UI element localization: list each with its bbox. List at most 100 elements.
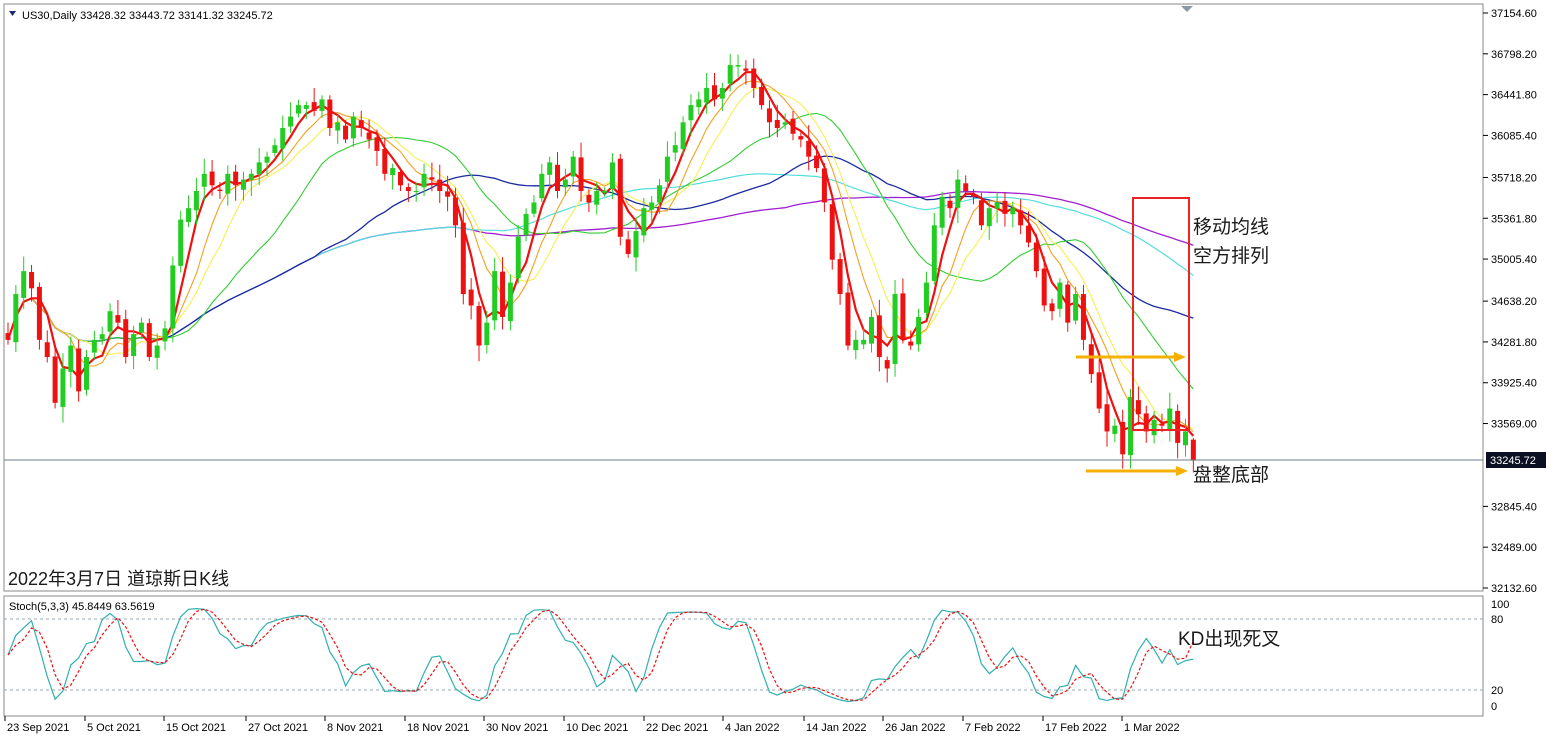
candle-body: [445, 191, 451, 197]
candle-body: [52, 356, 58, 403]
candle-body: [335, 122, 341, 131]
candle-body: [978, 200, 984, 226]
ma-green-line: [7, 112, 1194, 390]
candle-body: [876, 315, 882, 358]
candle-body: [688, 105, 694, 121]
price-tick-label: 34281.80: [1491, 337, 1537, 349]
candle-body: [1159, 423, 1165, 426]
candle-body: [500, 271, 506, 317]
candle-body: [507, 282, 513, 322]
price-tick-label: 32489.00: [1491, 542, 1537, 554]
candle-body: [44, 342, 50, 358]
candle-body: [884, 360, 890, 369]
candle-body: [1080, 294, 1086, 340]
candle-body: [963, 183, 969, 191]
date-label: 15 Oct 2021: [166, 722, 226, 734]
candle-body: [21, 271, 27, 298]
price-tick-label: 32132.60: [1491, 583, 1537, 595]
price-tick-label: 34638.20: [1491, 296, 1537, 308]
candle-body: [853, 339, 859, 351]
price-tick-label: 35005.40: [1491, 254, 1537, 266]
candle-body: [68, 345, 74, 372]
stoch-level-label-80: 80: [1491, 614, 1503, 626]
current-price-label: 33245.72: [1490, 455, 1536, 467]
stoch-label: Stoch(5,3,3) 45.8449 63.5619: [9, 601, 155, 613]
candle-body: [923, 282, 929, 313]
price-tick-label: 37154.60: [1491, 8, 1537, 20]
candle-body: [586, 194, 592, 203]
candle-body: [861, 339, 867, 345]
candle-body: [476, 306, 482, 346]
candle-body: [1167, 408, 1173, 431]
candle-body: [138, 322, 144, 333]
candle-body: [1143, 413, 1149, 432]
date-label: 22 Dec 2021: [646, 722, 708, 734]
candle-body: [1135, 400, 1141, 415]
candle-body: [1041, 268, 1047, 306]
current-price-tag: [1486, 452, 1546, 468]
price-tick-label: 36085.40: [1491, 130, 1537, 142]
candle-body: [311, 102, 317, 111]
candle-body: [1088, 344, 1094, 375]
candle-body: [790, 118, 796, 134]
candle-body: [892, 294, 898, 364]
main-chart-border: [3, 3, 1484, 592]
candle-body: [782, 122, 788, 125]
candle-body: [602, 190, 608, 193]
candle-body: [36, 286, 42, 340]
candle-body: [1190, 439, 1196, 461]
candle-body: [460, 222, 466, 295]
candle-body: [649, 202, 655, 210]
candle-body: [280, 128, 286, 149]
candle-body: [696, 99, 702, 108]
candle-body: [452, 197, 458, 226]
indicator-panel-border: [3, 595, 1484, 717]
date-label: 5 Oct 2021: [87, 722, 141, 734]
date-label: 7 Feb 2022: [965, 722, 1021, 734]
candle-body: [916, 316, 922, 345]
candle-body: [272, 145, 278, 154]
candle-body: [248, 173, 254, 181]
candle-body: [664, 156, 670, 182]
candle-body: [1073, 294, 1079, 321]
candle-body: [429, 177, 435, 180]
candle-body: [908, 341, 914, 346]
candle-body: [350, 116, 356, 139]
candle-body: [806, 140, 812, 157]
candle-body: [241, 179, 246, 190]
candle-body: [971, 194, 977, 197]
candle-body: [170, 265, 176, 329]
ma-annotation-line2: 空方排列: [1193, 245, 1269, 267]
chart-shift-marker-icon[interactable]: [1181, 6, 1193, 12]
stoch-axis: 100 80 20 0: [1491, 599, 1509, 713]
price-tick-label: 35361.80: [1491, 213, 1537, 225]
candle-body: [107, 311, 113, 332]
symbol-dropdown-icon[interactable]: [9, 11, 16, 16]
candle-body: [680, 122, 686, 149]
price-tick-label: 36441.80: [1491, 90, 1537, 102]
stoch-k-line: [7, 607, 1194, 703]
price-tick-label: 36798.20: [1491, 49, 1537, 61]
candle-body: [76, 348, 82, 392]
candle-body: [939, 196, 945, 228]
price-tick-label: 32845.40: [1491, 501, 1537, 513]
candle-body: [154, 345, 160, 358]
candle-body: [829, 204, 835, 260]
ma-orange-line: [7, 80, 1194, 432]
candle-body: [1033, 242, 1039, 272]
candle-body: [947, 200, 953, 209]
candle-body: [578, 157, 584, 191]
date-label: 1 Mar 2022: [1124, 722, 1180, 734]
candle-body: [547, 162, 553, 175]
price-tick-label: 33569.00: [1491, 419, 1537, 431]
candle-body: [1151, 419, 1157, 436]
candle-body: [1120, 421, 1126, 455]
candle-body: [617, 158, 623, 237]
bottom-arrow: [1086, 466, 1188, 476]
candle-body: [531, 202, 537, 214]
candle-body: [29, 271, 35, 289]
candle-body: [84, 357, 89, 390]
candle-body: [60, 368, 66, 407]
candle-body: [743, 68, 749, 71]
